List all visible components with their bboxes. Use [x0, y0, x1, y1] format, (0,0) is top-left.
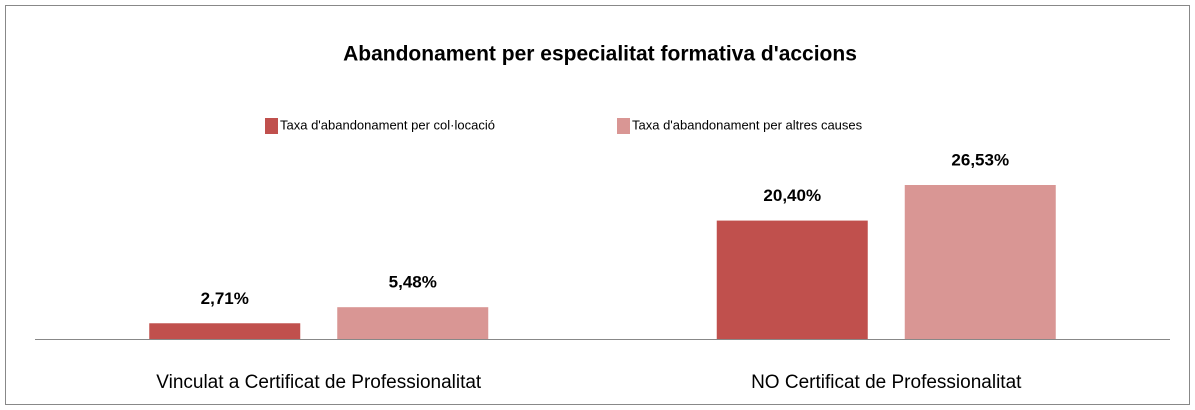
x-tick-label: NO Certificat de Professionalitat — [751, 372, 1022, 393]
legend-label: Taxa d'abandonament per col·locació — [280, 117, 495, 132]
value-label: 5,48% — [389, 273, 437, 292]
bar — [904, 185, 1056, 339]
chart-title: Abandonament per especialitat formativa … — [343, 43, 857, 66]
legend-swatch — [617, 118, 630, 134]
value-label: 26,53% — [951, 150, 1009, 169]
value-label: 20,40% — [763, 186, 821, 205]
bar — [149, 323, 301, 339]
legend-label: Taxa d'abandonament per altres causes — [632, 117, 863, 132]
bar — [337, 307, 489, 339]
x-tick-label: Vinculat a Certificat de Professionalita… — [156, 372, 482, 393]
legend-swatch — [265, 118, 278, 134]
value-label: 2,71% — [201, 289, 249, 308]
bar — [716, 220, 868, 339]
